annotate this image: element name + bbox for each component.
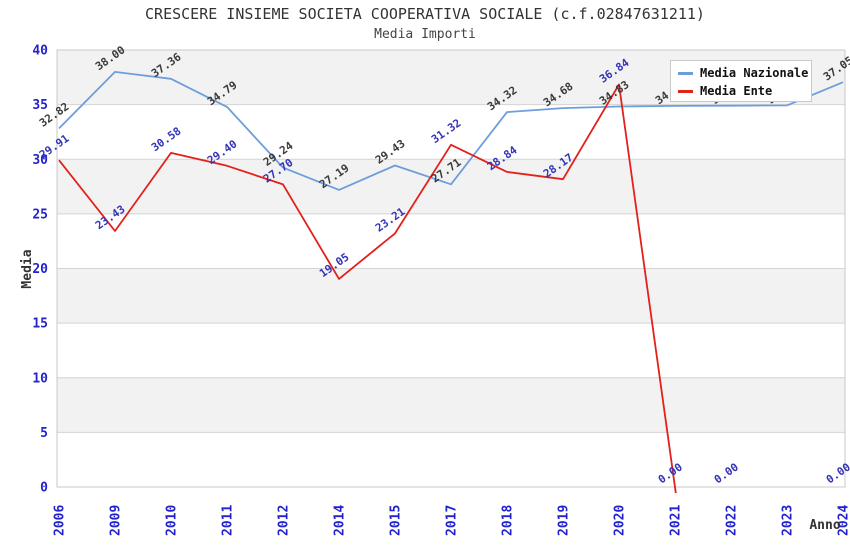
y-tick-label: 35 [32,98,48,113]
y-tick-label: 5 [40,426,48,441]
legend-item-media-ente: Media Ente [678,82,811,100]
y-tick-label: 10 [32,371,48,386]
x-tick-label: 2009 [109,505,124,536]
x-tick-label: 2010 [165,505,180,536]
x-tick-label: 2019 [557,505,572,536]
x-tick-label: 2023 [781,505,796,536]
legend-swatch-media-nazionale-icon [678,71,693,75]
y-tick-label: 30 [32,153,48,168]
media-ente-line [58,83,677,494]
x-axis-title: Anno [809,518,840,533]
plot-border [56,49,846,488]
x-tick-label: 2011 [221,505,236,536]
x-tick-label: 2021 [669,505,684,536]
x-tick-label: 2022 [725,505,740,536]
x-tick-label: 2014 [333,505,348,536]
x-tick-label: 2006 [53,505,68,536]
x-tick-label: 2012 [277,505,292,536]
x-tick-label: 2015 [389,505,404,536]
legend: Media Nazionale Media Ente [670,60,812,102]
legend-label: Media Ente [700,84,773,98]
background-band [57,268,845,324]
background-band [57,377,845,433]
y-tick-label: 40 [32,44,48,59]
media-nazionale-line [58,71,844,191]
y-tick-label: 15 [32,317,48,332]
background-band [57,159,845,214]
y-axis-title: Media [20,249,35,288]
x-tick-label: 2017 [445,505,460,536]
legend-swatch-media-ente-icon [678,89,693,93]
x-tick-label: 2024 [837,505,850,536]
x-tick-label: 2018 [501,505,516,536]
legend-item-media-nazionale: Media Nazionale [678,64,811,82]
legend-label: Media Nazionale [700,66,809,80]
y-tick-label: 20 [32,262,48,277]
y-tick-label: 0 [40,481,48,496]
chart-subtitle: Media Importi [374,27,476,42]
chart-title: CRESCERE INSIEME SOCIETA COOPERATIVA SOC… [145,5,705,23]
y-tick-label: 25 [32,207,48,222]
x-tick-label: 2020 [613,505,628,536]
